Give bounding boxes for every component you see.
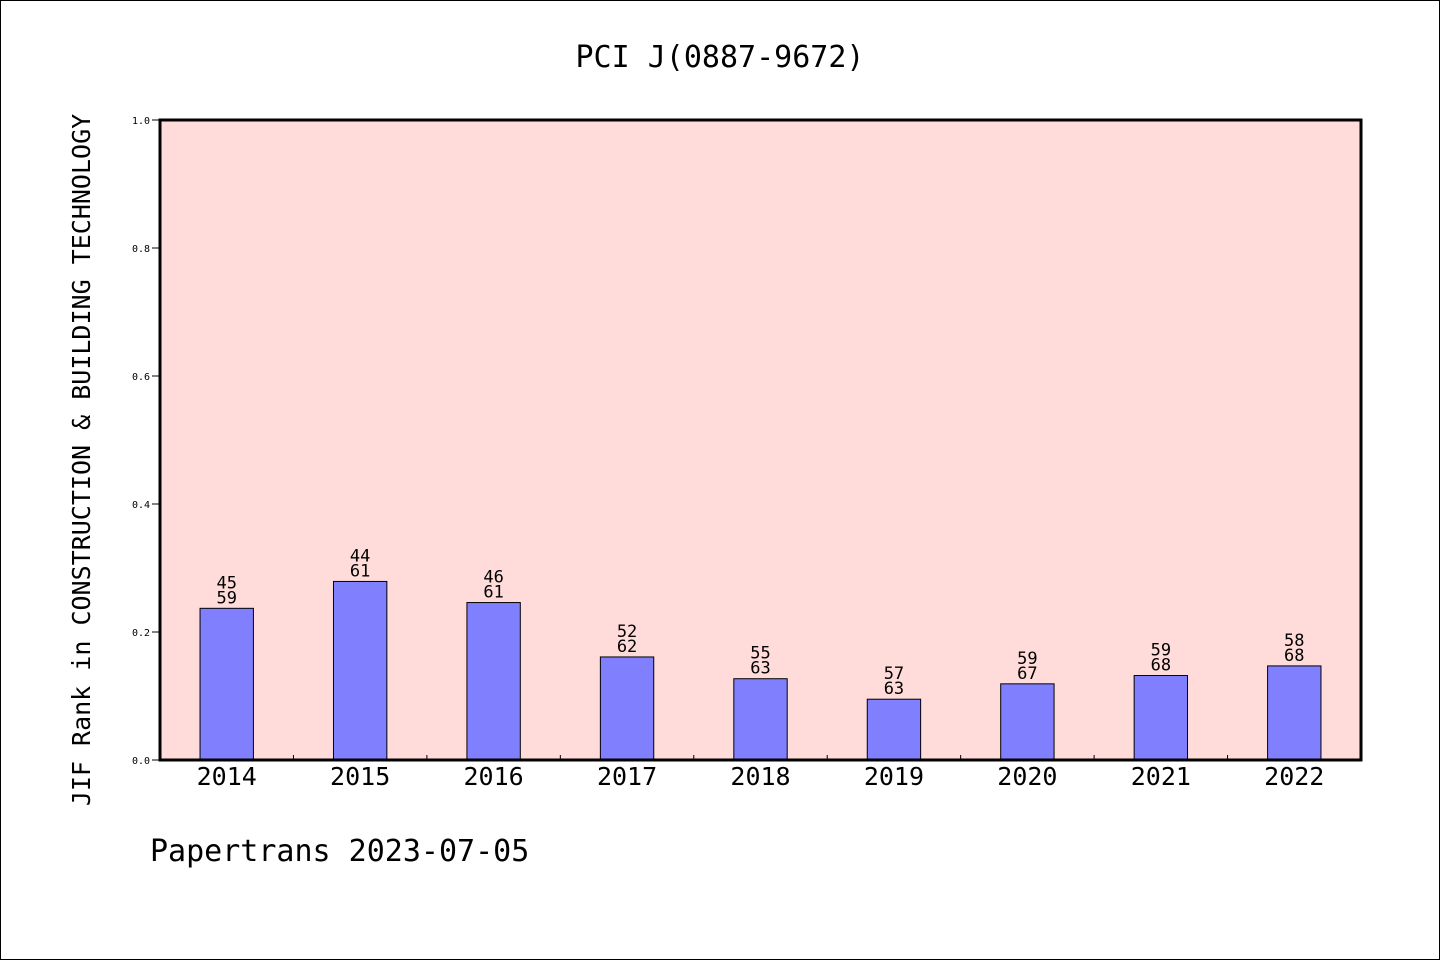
bar-rank-label: 59 — [1017, 649, 1037, 669]
bar-rank-label: 58 — [1284, 631, 1304, 651]
y-tick-label: 0.6 — [132, 372, 150, 383]
plot-border — [158, 118, 1363, 762]
x-tick-label: 2018 — [730, 762, 790, 791]
y-tick-label: 0.2 — [132, 628, 150, 639]
x-tick-label: 2017 — [597, 762, 657, 791]
bar-rank-label: 55 — [750, 644, 770, 664]
x-tick-label: 2020 — [997, 762, 1057, 791]
y-tick-label: 1.0 — [132, 116, 150, 127]
bar-rank-label: 45 — [216, 573, 236, 593]
bar-total-label: 59 — [216, 588, 236, 608]
bar-total-label: 61 — [350, 561, 370, 581]
bar-2020 — [1000, 683, 1055, 761]
bar-total-label: 68 — [1284, 646, 1304, 666]
x-tick-label: 2019 — [864, 762, 924, 791]
bar-2019 — [866, 698, 922, 761]
bar-2021 — [1133, 675, 1189, 761]
x-tick-label: 2015 — [330, 762, 390, 791]
bar-rank-label: 57 — [884, 664, 904, 684]
x-tick-label: 2021 — [1131, 762, 1191, 791]
bar-rank-label: 52 — [617, 622, 637, 642]
bar-rank-label: 59 — [1151, 641, 1171, 661]
y-axis-label: JIF Rank in CONSTRUCTION & BUILDING TECH… — [67, 114, 96, 806]
y-tick-label: 0.8 — [132, 244, 150, 255]
y-axis-ticks: 0.0 0.2 0.4 0.6 0.8 1.0 — [132, 116, 160, 767]
bar-2017 — [599, 656, 655, 761]
bar-total-label: 63 — [884, 679, 904, 699]
bar-rank-label: 44 — [350, 546, 370, 566]
bar-total-label: 63 — [750, 659, 770, 679]
bar-2018 — [733, 678, 788, 761]
bar-2022 — [1267, 665, 1322, 761]
chart-title: PCI J(0887-9672) — [576, 40, 865, 75]
x-tick-label: 2022 — [1264, 762, 1324, 791]
bar-total-label: 68 — [1151, 656, 1171, 676]
y-tick-label: 0.0 — [132, 756, 150, 767]
x-axis-ticks: 2014 2015 2016 2017 2018 2019 2020 2021 2022 — [197, 755, 1324, 791]
bar-rank-label: 46 — [483, 568, 503, 588]
bar-2015 — [332, 580, 388, 761]
x-tick-label: 2016 — [464, 762, 524, 791]
y-tick-label: 0.4 — [132, 500, 150, 511]
bar-total-label: 67 — [1017, 664, 1037, 684]
bar-total-label: 61 — [483, 583, 503, 603]
footer-text: Papertrans 2023-07-05 — [150, 834, 530, 869]
bar-2014 — [199, 607, 254, 761]
bar-2016 — [466, 602, 521, 761]
x-tick-label: 2014 — [197, 762, 257, 791]
bar-total-label: 62 — [617, 637, 637, 657]
